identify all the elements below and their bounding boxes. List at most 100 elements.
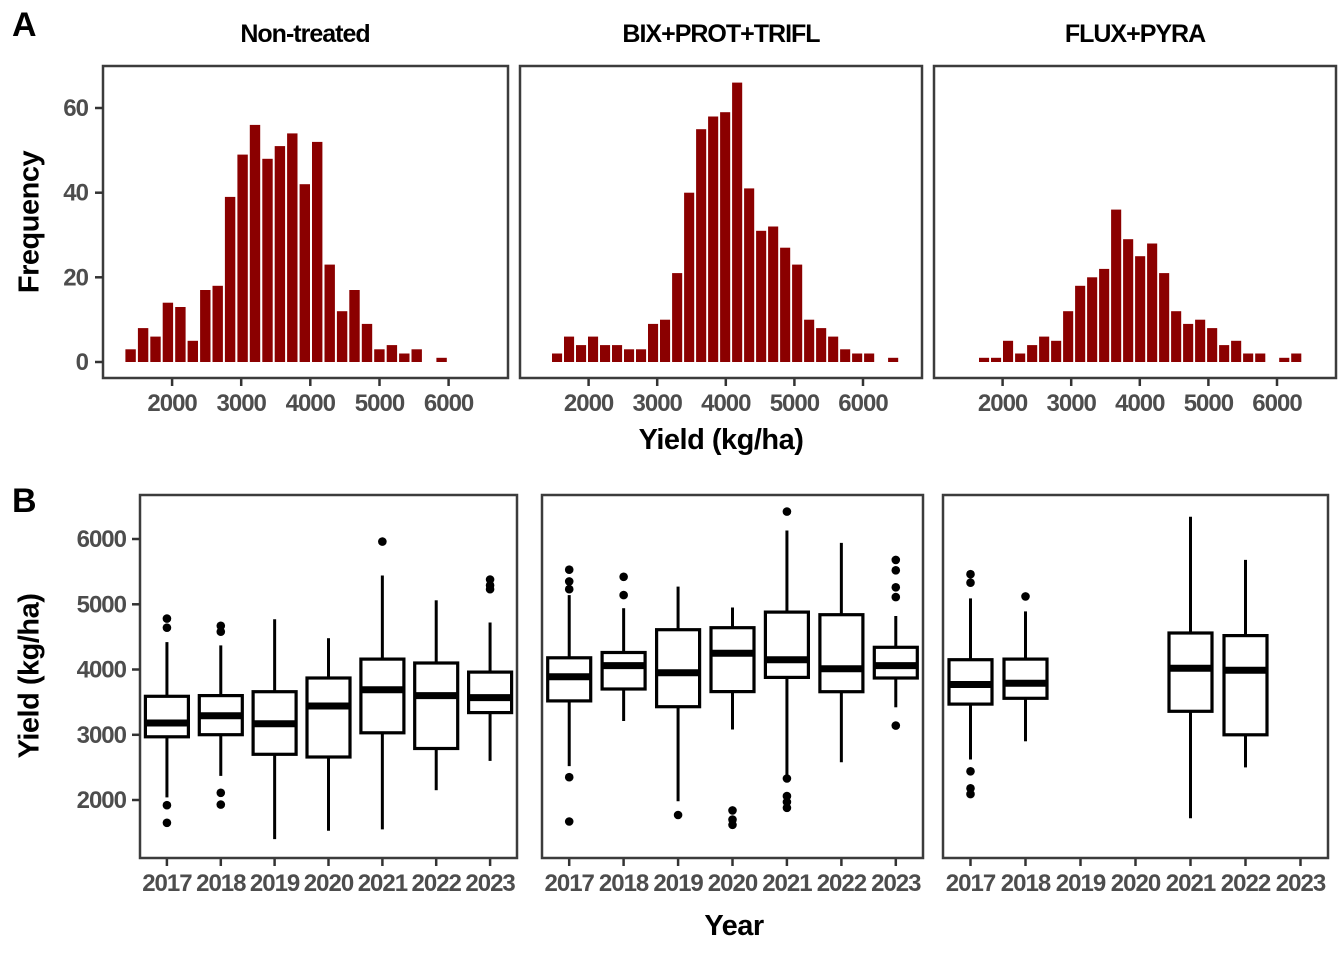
hist-bar [1111, 209, 1122, 362]
hist-y-axis-title: Frequency [13, 150, 46, 294]
hist-bar [1135, 256, 1146, 362]
x-tick-label: 6000 [838, 390, 888, 417]
iqr-box [1002, 657, 1049, 700]
year-tick-label: 2021 [1166, 870, 1216, 897]
outlier-point [564, 577, 574, 586]
outlier-point [966, 569, 975, 579]
year-tick-label: 2022 [412, 870, 462, 897]
hist-bar [1015, 353, 1026, 362]
hist-bar [744, 188, 755, 362]
boxplot-non-treated-2022 [413, 600, 460, 791]
year-tick-label: 2018 [599, 870, 649, 897]
box-x-axis-title: Year [704, 910, 764, 942]
hist-bar [684, 192, 695, 362]
hist-bar [660, 319, 671, 362]
outlier-point [728, 820, 737, 830]
x-tick-label: 5000 [1184, 390, 1234, 417]
y-tick-label: 0 [76, 349, 89, 376]
hist-bar [262, 158, 273, 362]
outlier-point [619, 590, 628, 600]
boxplot-non-treated-2019 [251, 619, 298, 840]
boxplot-non-treated-2023 [467, 575, 514, 761]
hist-bar [564, 336, 575, 362]
boxplot-flux-pyra-2021 [1167, 516, 1214, 819]
hist-bar [840, 349, 851, 362]
boxplot-non-treated-2021 [359, 537, 406, 830]
hist-bar [187, 340, 198, 362]
title-flux-pyra: FLUX+PYRA [1064, 20, 1206, 48]
outlier-point [216, 621, 226, 631]
year-tick-label: 2017 [142, 870, 192, 897]
hist-bar [1171, 311, 1182, 362]
outlier-point [891, 721, 901, 730]
y-tick-label: 3000 [77, 722, 127, 749]
y-tick-label: 60 [63, 95, 88, 122]
hist-bar [200, 290, 211, 362]
y-tick-label: 2000 [77, 787, 127, 814]
boxplot-bix-prot-trifl-2019 [654, 586, 702, 820]
x-tick-label: 3000 [633, 390, 683, 417]
year-tick-label: 2022 [1221, 870, 1271, 897]
boxplot-bix-prot-trifl-2022 [818, 542, 865, 763]
outlier-point [564, 565, 574, 574]
outlier-point [891, 592, 901, 602]
outlier-point [782, 803, 792, 813]
hist-bar [1087, 277, 1098, 362]
hist-bar [175, 307, 186, 362]
boxplot-flux-pyra-2018 [1002, 592, 1049, 742]
panel-a-label: A [12, 6, 37, 44]
x-tick-label: 5000 [355, 390, 405, 417]
hist-bar [249, 124, 261, 363]
hist-bar [600, 345, 611, 362]
hist-bar [1027, 345, 1038, 362]
hist-bar [576, 345, 587, 362]
hist-bar [1123, 239, 1134, 362]
panel-b-label: B [12, 482, 37, 520]
hist-bar [1051, 340, 1062, 362]
hist-bar [636, 349, 647, 362]
hist-bar [780, 247, 791, 362]
year-tick-label: 2018 [196, 870, 246, 897]
title-bix-prot-trifl: BIX+PROT+TRIFL [622, 20, 820, 48]
hist-bar [1195, 319, 1206, 362]
outlier-point [162, 818, 172, 828]
box-y-axis-title: Yield (kg/ha) [13, 593, 46, 759]
year-tick-label: 2023 [1276, 870, 1326, 897]
outlier-point [619, 572, 628, 582]
boxplot-flux-pyra-2017 [947, 569, 994, 799]
title-non-treated: Non-treated [240, 20, 370, 48]
outlier-point [485, 584, 495, 594]
hist-bar [979, 357, 990, 362]
x-tick-label: 5000 [770, 390, 820, 417]
boxplot-non-treated-2020 [305, 638, 352, 831]
hist-bar [804, 319, 815, 362]
hist-bar [125, 349, 136, 362]
year-tick-label: 2017 [946, 870, 996, 897]
hist-bar [336, 311, 348, 362]
hist-bar [324, 264, 335, 362]
hist-bar [888, 357, 899, 362]
hist-bar [864, 353, 875, 362]
hist-bar [287, 133, 298, 362]
outlier-point [564, 817, 574, 826]
outlier-point [891, 566, 901, 575]
outlier-point [162, 623, 172, 632]
hist-bar [648, 323, 659, 362]
outlier-point [564, 772, 574, 782]
year-tick-label: 2017 [545, 870, 595, 897]
hist-bar [312, 141, 323, 362]
x-tick-label: 2000 [564, 390, 614, 417]
hist-bar [852, 353, 863, 362]
year-tick-label: 2018 [1001, 870, 1051, 897]
hist-bar [1279, 357, 1290, 362]
boxplot-non-treated-2017 [143, 614, 190, 828]
hist-bar [1099, 268, 1110, 362]
box-panel-1: 2017 2018 2019 2020 2021 2022 2023 [540, 493, 925, 897]
boxplot-bix-prot-trifl-2017 [546, 565, 593, 826]
hist-bar [237, 154, 248, 362]
hist-bar [361, 323, 373, 362]
hist-bar [349, 290, 360, 362]
x-tick-label: 2000 [147, 390, 197, 417]
year-tick-label: 2022 [817, 870, 867, 897]
hist-bar [816, 328, 827, 362]
